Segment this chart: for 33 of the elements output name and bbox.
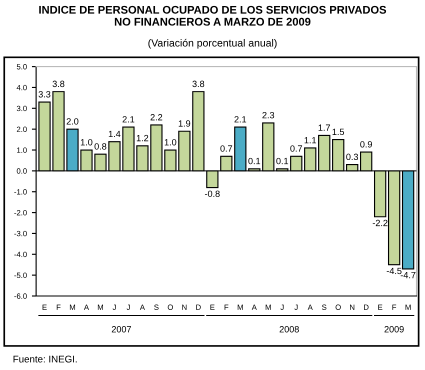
data-label: 0.1: [248, 158, 260, 164]
text: 2007: [112, 326, 132, 332]
data-label: 0.9: [360, 141, 372, 148]
data-label: 2.2: [150, 114, 162, 120]
data-label: -0.8: [204, 190, 220, 197]
data-label: 0.8: [94, 143, 106, 150]
data-label: -4.7: [400, 272, 416, 278]
source-note: Fuente: INEGI.: [14, 356, 77, 363]
data-label: 3.3: [38, 91, 50, 98]
data-label: 0.3: [346, 154, 358, 160]
data-label: 0.7: [290, 145, 302, 152]
data-label: -4.5: [386, 268, 402, 274]
data-label: -2.2: [372, 220, 388, 226]
text: 2008: [280, 326, 299, 332]
data-label: 1.9: [178, 120, 190, 127]
chart-title: INDICE DE PERSONAL OCUPADO DE LOS SERVICIOS PRIVADOS NO FINANCIEROS A MARZO DE 2009: [39, 6, 386, 26]
chart-subtitle: (Variación porcentual anual): [148, 38, 277, 49]
data-label: 2.0: [66, 118, 78, 125]
data-label: 2.3: [262, 112, 274, 118]
text: 2009: [384, 326, 404, 332]
data-label: 0.1: [276, 158, 288, 164]
data-label: 1.0: [164, 139, 176, 146]
data-label: 3.8: [192, 80, 204, 88]
data-label: 2.1: [122, 116, 134, 122]
data-label: 1.1: [304, 137, 316, 144]
data-label: 2.1: [234, 116, 246, 122]
data-label: 1.4: [108, 130, 120, 138]
data-label: 3.8: [52, 80, 64, 88]
data-label: 1.2: [136, 134, 148, 142]
data-label: 0.7: [220, 145, 232, 152]
data-label: 1.7: [318, 124, 330, 131]
data-label: 1.5: [332, 128, 344, 136]
data-label: 1.0: [80, 139, 92, 146]
